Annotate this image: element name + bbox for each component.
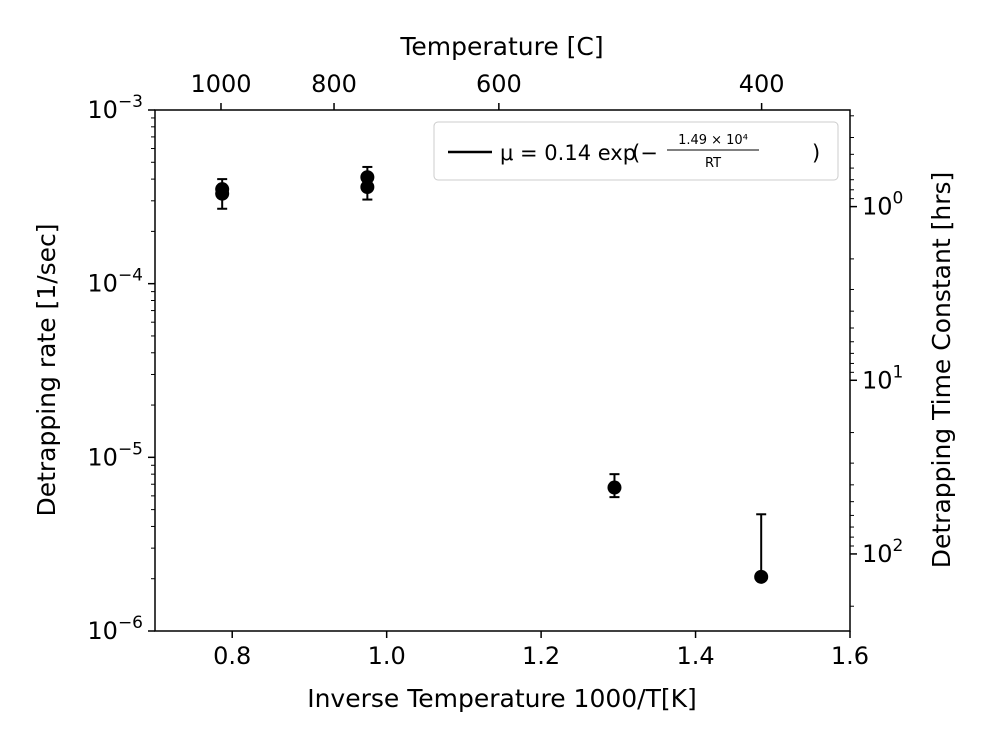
ticks-layer: 0.8 1.0 1.2 1.4 1.6 10−3 10−4 10−5 10−6 1000 800 60…	[87, 70, 903, 670]
legend: μ = 0.14 exp (− 1.49 × 10⁴ RT )	[433, 121, 839, 181]
legend-close-paren: )	[812, 141, 820, 165]
data-point	[607, 480, 622, 495]
legend-box	[433, 121, 839, 181]
right-tick-label: 100	[862, 189, 903, 221]
data-points-layer	[215, 165, 769, 584]
top-tick-label: 400	[739, 70, 785, 98]
right-tick-label: 102	[862, 536, 903, 568]
legend-numerator: 1.49 × 10⁴	[678, 133, 748, 148]
data-point	[360, 180, 375, 195]
x-tick-label: 1.0	[368, 642, 406, 670]
x-tick-label: 1.2	[522, 642, 560, 670]
legend-lhs: μ = 0.14 exp	[500, 141, 636, 165]
y-axis-label: Detrapping rate [1/sec]	[32, 223, 61, 516]
data-point	[215, 186, 230, 201]
y-tick-label: 10−5	[87, 439, 143, 471]
top-tick-label: 800	[311, 70, 357, 98]
x-tick-label: 0.8	[213, 642, 251, 670]
top-tick-label: 1000	[190, 70, 251, 98]
x-tick-label: 1.4	[676, 642, 714, 670]
right-axis-label: Detrapping Time Constant [hrs]	[927, 172, 956, 569]
data-point	[754, 569, 769, 584]
y-tick-label: 10−3	[87, 92, 143, 124]
y-tick-label: 10−6	[87, 613, 143, 645]
top-axis-label: Temperature [C]	[399, 32, 603, 61]
x-tick-label: 1.6	[831, 642, 869, 670]
y-tick-label: 10−4	[87, 266, 143, 298]
top-tick-label: 600	[476, 70, 522, 98]
right-tick-label: 101	[862, 362, 903, 394]
legend-open-paren: (−	[632, 141, 658, 165]
x-axis-label: Inverse Temperature 1000/T[K]	[307, 684, 697, 713]
legend-denominator: RT	[705, 156, 721, 171]
plot-frame	[154, 109, 851, 632]
